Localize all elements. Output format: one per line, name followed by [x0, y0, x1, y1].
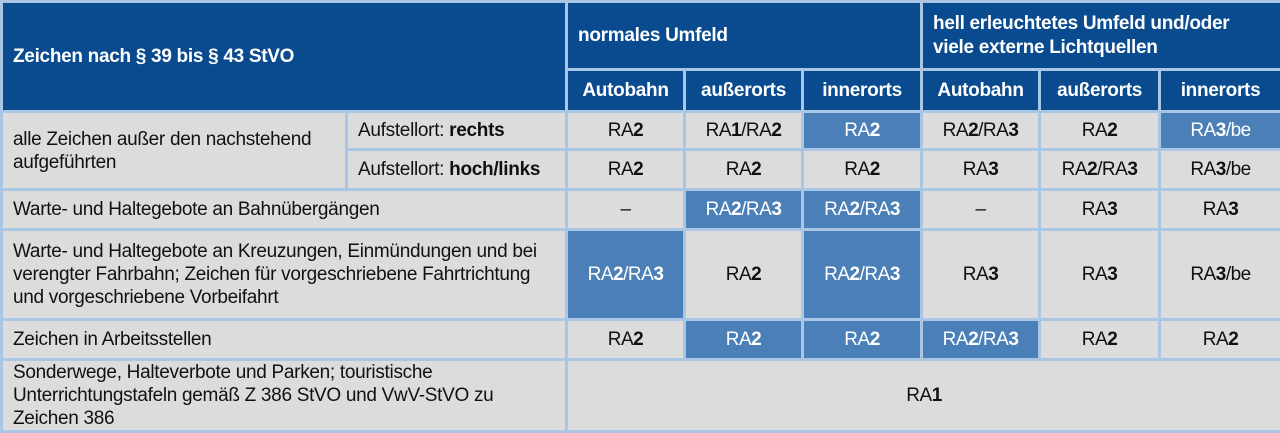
table-cell: RA2/RA3 — [803, 230, 922, 320]
table-row: Warte- und Haltegebote an Kreuzungen, Ei… — [2, 230, 1280, 320]
table-cell: RA3 — [922, 230, 1040, 320]
table-cell: RA2/RA3 — [922, 320, 1040, 360]
header-col-5: innerorts — [1160, 70, 1280, 112]
row-label: Zeichen in Arbeitsstellen — [2, 320, 567, 360]
table-cell: RA3 — [922, 150, 1040, 190]
row-sublabel: Aufstellort: hoch/links — [347, 150, 567, 190]
table-cell: RA1 — [567, 360, 1280, 432]
header-col-2: innerorts — [803, 70, 922, 112]
table-cell: RA2 — [803, 112, 922, 150]
table-cell: RA3/be — [1160, 112, 1280, 150]
table-cell: RA3/be — [1160, 150, 1280, 190]
row-label: Sonderwege, Halteverbote und Parken; tou… — [2, 360, 567, 432]
table-cell: RA3 — [1040, 230, 1160, 320]
row-label: alle Zeichen außer den nachstehend aufge… — [2, 112, 347, 190]
table-cell: RA2 — [685, 320, 803, 360]
table-cell: RA1/RA2 — [685, 112, 803, 150]
table-cell: RA2 — [685, 230, 803, 320]
table-cell: RA2 — [1040, 112, 1160, 150]
table-cell: RA2/RA3 — [803, 190, 922, 230]
table-cell: RA3 — [1160, 190, 1280, 230]
header-col-0: Autobahn — [567, 70, 685, 112]
header-main: Zeichen nach § 39 bis § 43 StVO — [2, 2, 567, 112]
table-cell: RA2 — [803, 320, 922, 360]
table-cell: RA2/RA3 — [567, 230, 685, 320]
table-cell: – — [567, 190, 685, 230]
header-col-1: außerorts — [685, 70, 803, 112]
header-col-3: Autobahn — [922, 70, 1040, 112]
table-cell: RA2 — [803, 150, 922, 190]
table-cell: RA2 — [1040, 320, 1160, 360]
table-cell: RA2/RA3 — [1040, 150, 1160, 190]
table-row: Warte- und Haltegebote an Bahnübergängen… — [2, 190, 1280, 230]
row-label: Warte- und Haltegebote an Bahnübergängen — [2, 190, 567, 230]
header-group-bright: hell erleuchtetes Umfeld und/oder viele … — [922, 2, 1280, 70]
table-cell: RA3 — [1040, 190, 1160, 230]
table-row: Sonderwege, Halteverbote und Parken; tou… — [2, 360, 1280, 432]
table-cell: RA2 — [1160, 320, 1280, 360]
row-label: Warte- und Haltegebote an Kreuzungen, Ei… — [2, 230, 567, 320]
table-cell: RA2 — [567, 150, 685, 190]
header-col-4: außerorts — [1040, 70, 1160, 112]
table-cell: – — [922, 190, 1040, 230]
header-group-normal: normales Umfeld — [567, 2, 922, 70]
table-cell: RA2/RA3 — [922, 112, 1040, 150]
table-row: alle Zeichen außer den nachstehend aufge… — [2, 112, 1280, 150]
table-cell: RA2 — [567, 112, 685, 150]
table-cell: RA3/be — [1160, 230, 1280, 320]
table-cell: RA2 — [567, 320, 685, 360]
table-cell: RA2 — [685, 150, 803, 190]
row-sublabel: Aufstellort: rechts — [347, 112, 567, 150]
table-cell: RA2/RA3 — [685, 190, 803, 230]
